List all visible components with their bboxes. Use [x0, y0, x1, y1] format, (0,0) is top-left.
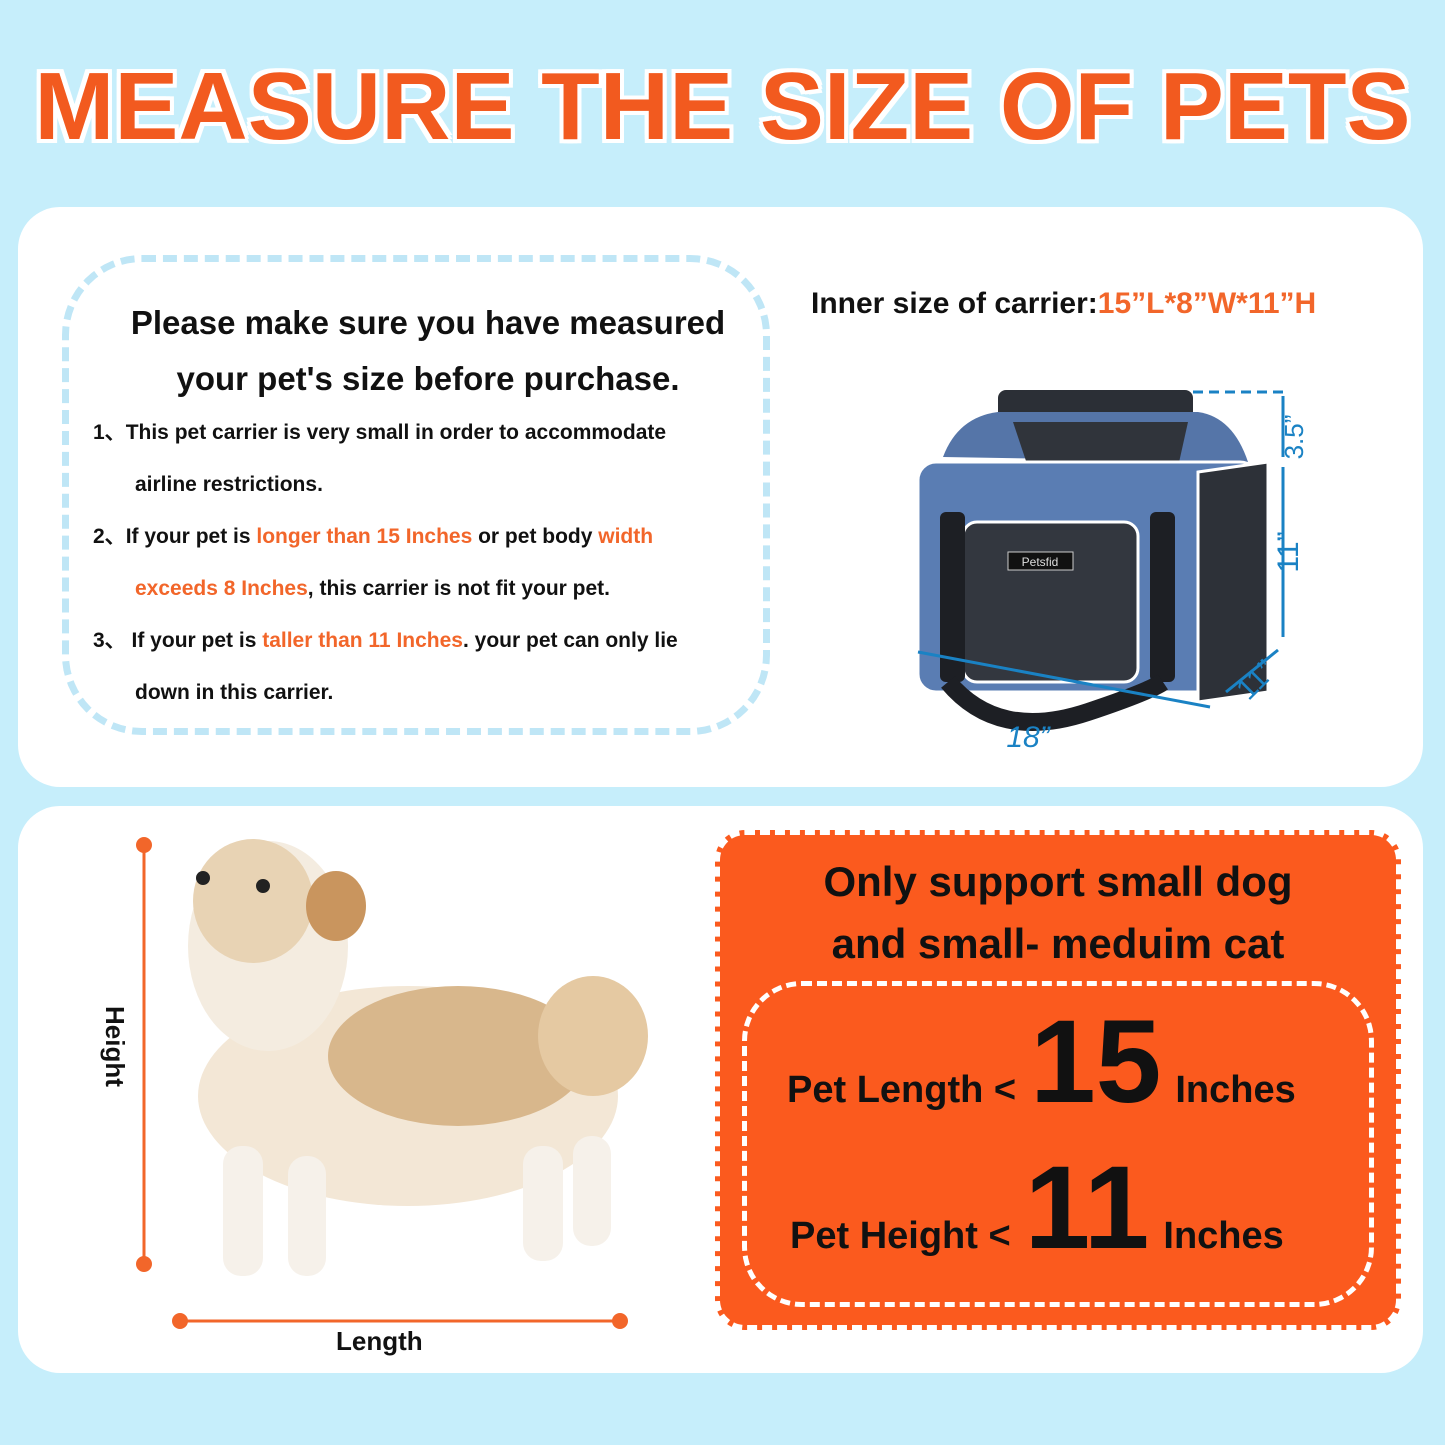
- inner-size-value: 15”L*8”W*11”H: [1097, 287, 1317, 320]
- list-item: 3、 If your pet is taller than 11 Inches.…: [93, 615, 783, 667]
- notice-list: 1、This pet carrier is very small in orde…: [93, 407, 783, 719]
- item-text-cont: exceeds 8 Inches, this carrier is not fi…: [93, 563, 783, 615]
- list-item: 1、This pet carrier is very small in orde…: [93, 407, 783, 459]
- dim-top: 3.5”: [1279, 415, 1309, 460]
- heading-line-1: Please make sure you have measured: [130, 304, 726, 341]
- length-limit-label: Pet Length <: [787, 1069, 1017, 1111]
- item-text: . your pet can only lie: [462, 629, 678, 652]
- highlight: taller than 11 Inches: [262, 629, 463, 652]
- item-text: If your pet is: [125, 629, 263, 652]
- highlight: longer than 15 Inches: [256, 525, 473, 548]
- support-title-line-1: Only support small dog: [823, 858, 1293, 905]
- length-label: Length: [336, 1326, 423, 1356]
- pet-measure-illustration: [136, 837, 648, 1329]
- page-title: MEASURE THE SIZE OF PETS: [34, 53, 1411, 160]
- support-panel: Only support small dog and small- meduim…: [715, 830, 1401, 1330]
- length-limit-value: 15: [1030, 996, 1162, 1128]
- notice-heading: Please make sure you have measured your …: [88, 295, 768, 407]
- item-text: If your pet is: [125, 525, 257, 548]
- item-text-cont: airline restrictions.: [135, 473, 323, 496]
- dog-image: [188, 839, 648, 1276]
- notice-dashed-frame: [62, 255, 770, 735]
- height-measure-line: [136, 837, 152, 1272]
- item-text: This pet carrier is very small in order …: [125, 421, 667, 444]
- item-text: or pet body: [472, 525, 599, 548]
- item-text-cont: down in this carrier.: [135, 681, 334, 704]
- length-limit: Pet Length <15 Inches: [787, 1002, 1296, 1122]
- height-limit: Pet Height <11 Inches: [790, 1148, 1284, 1268]
- height-limit-label: Pet Height <: [790, 1215, 1011, 1257]
- dim-height: 11”: [1272, 531, 1305, 572]
- highlight: width: [598, 525, 654, 548]
- list-item: 2、If your pet is longer than 15 Inches o…: [93, 511, 783, 563]
- inner-size-label: Inner size of carrier:15”L*8”W*11”H: [811, 287, 1316, 321]
- support-title-line-2: and small- meduim cat: [831, 920, 1285, 967]
- item-number: 3、: [93, 629, 126, 652]
- highlight: exceeds 8 Inches: [135, 577, 308, 600]
- carrier-info-card: Please make sure you have measured your …: [18, 207, 1423, 787]
- carrier-image: Petsfid 3.5” 11” 11” 18”: [916, 390, 1309, 754]
- height-limit-value: 11: [1024, 1142, 1150, 1274]
- heading-line-2: your pet's size before purchase.: [176, 360, 680, 397]
- length-measure-line: [172, 1313, 628, 1329]
- height-label: Height: [100, 1006, 130, 1087]
- inner-size-caption: Inner size of carrier:: [811, 287, 1098, 320]
- dim-length: 18”: [1006, 721, 1051, 754]
- height-limit-unit: Inches: [1163, 1215, 1284, 1257]
- support-title: Only support small dog and small- meduim…: [720, 851, 1396, 975]
- limits-box: Pet Length <15 Inches Pet Height <11 Inche…: [742, 981, 1374, 1307]
- item-text: , this carrier is not fit your pet.: [307, 577, 611, 600]
- brand-label: Petsfid: [1022, 555, 1059, 569]
- length-limit-unit: Inches: [1175, 1069, 1296, 1111]
- pet-size-card: Height Length Only support small dog and…: [18, 806, 1423, 1373]
- item-number: 2、: [93, 525, 126, 548]
- item-number: 1、: [93, 421, 126, 444]
